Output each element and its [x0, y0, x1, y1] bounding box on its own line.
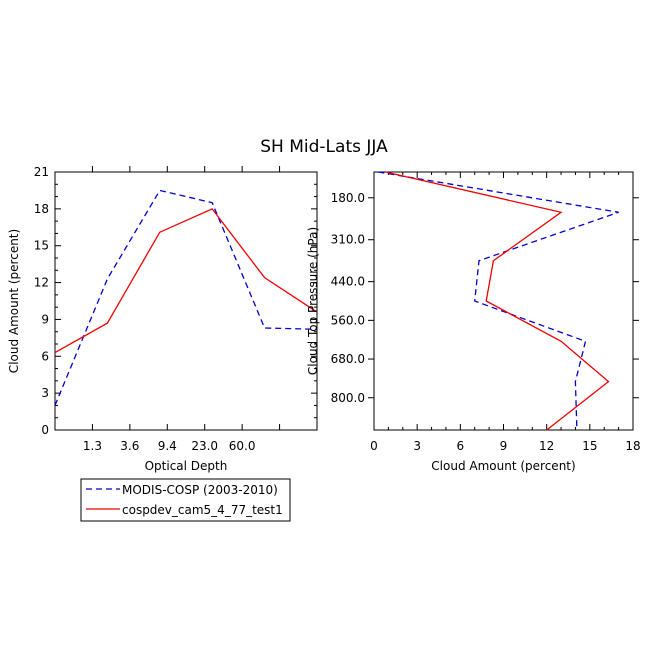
x-tick-label: 60.0 [229, 439, 256, 453]
legend: MODIS-COSP (2003-2010) cospdev_cam5_4_77… [80, 478, 291, 522]
y-tick-label: 15 [34, 239, 49, 253]
x-tick-label: 23.0 [191, 439, 218, 453]
legend-label-modis: MODIS-COSP (2003-2010) [122, 483, 278, 497]
x-tick-label: 9.4 [158, 439, 177, 453]
series-line [385, 171, 610, 431]
y-tick-label: 680.0 [331, 352, 365, 366]
y-axis-label: Cloud Amount (percent) [7, 229, 21, 373]
x-tick-label: 3.6 [120, 439, 139, 453]
y-axis-label: Cloud Top Pressure (hPa) [306, 227, 320, 375]
y-tick-label: 9 [41, 312, 49, 326]
series-line [54, 189, 318, 406]
x-tick-label: 9 [500, 439, 508, 453]
y-tick-label: 3 [41, 386, 49, 400]
x-tick-label: 3 [413, 439, 421, 453]
y-tick-label: 560.0 [331, 313, 365, 327]
y-tick-label: 12 [34, 276, 49, 290]
pressure-panel: 0 3 6 9 12 15 18 180.0 310.0 440.0 560.0 680.0 800.0… [306, 171, 641, 473]
x-tick-label: 12 [539, 439, 554, 453]
x-tick-label: 1.3 [83, 439, 102, 453]
x-axis-label: Optical Depth [145, 459, 228, 473]
x-tick-label: 0 [370, 439, 378, 453]
y-tick-label: 21 [34, 165, 49, 179]
x-tick-label: 15 [582, 439, 597, 453]
series-line [54, 208, 318, 354]
plot-frame [54, 171, 318, 431]
y-tick-label: 18 [34, 202, 49, 216]
chart-title: SH Mid-Lats JJA [260, 137, 388, 157]
legend-label-cospdev: cospdev_cam5_4_77_test1 [122, 503, 283, 517]
legend-box [80, 478, 291, 522]
x-axis-label: Cloud Amount (percent) [431, 459, 575, 473]
y-tick-label: 310.0 [331, 233, 365, 247]
series-line [378, 171, 619, 431]
y-tick-label: 6 [41, 349, 49, 363]
x-tick-label: 18 [625, 439, 640, 453]
y-tick-label: 0 [41, 423, 49, 437]
x-tick-label: 6 [457, 439, 465, 453]
y-tick-label: 180.0 [331, 191, 365, 205]
y-tick-label: 440.0 [331, 275, 365, 289]
plot-frame [373, 171, 634, 431]
y-tick-label: 800.0 [331, 391, 365, 405]
